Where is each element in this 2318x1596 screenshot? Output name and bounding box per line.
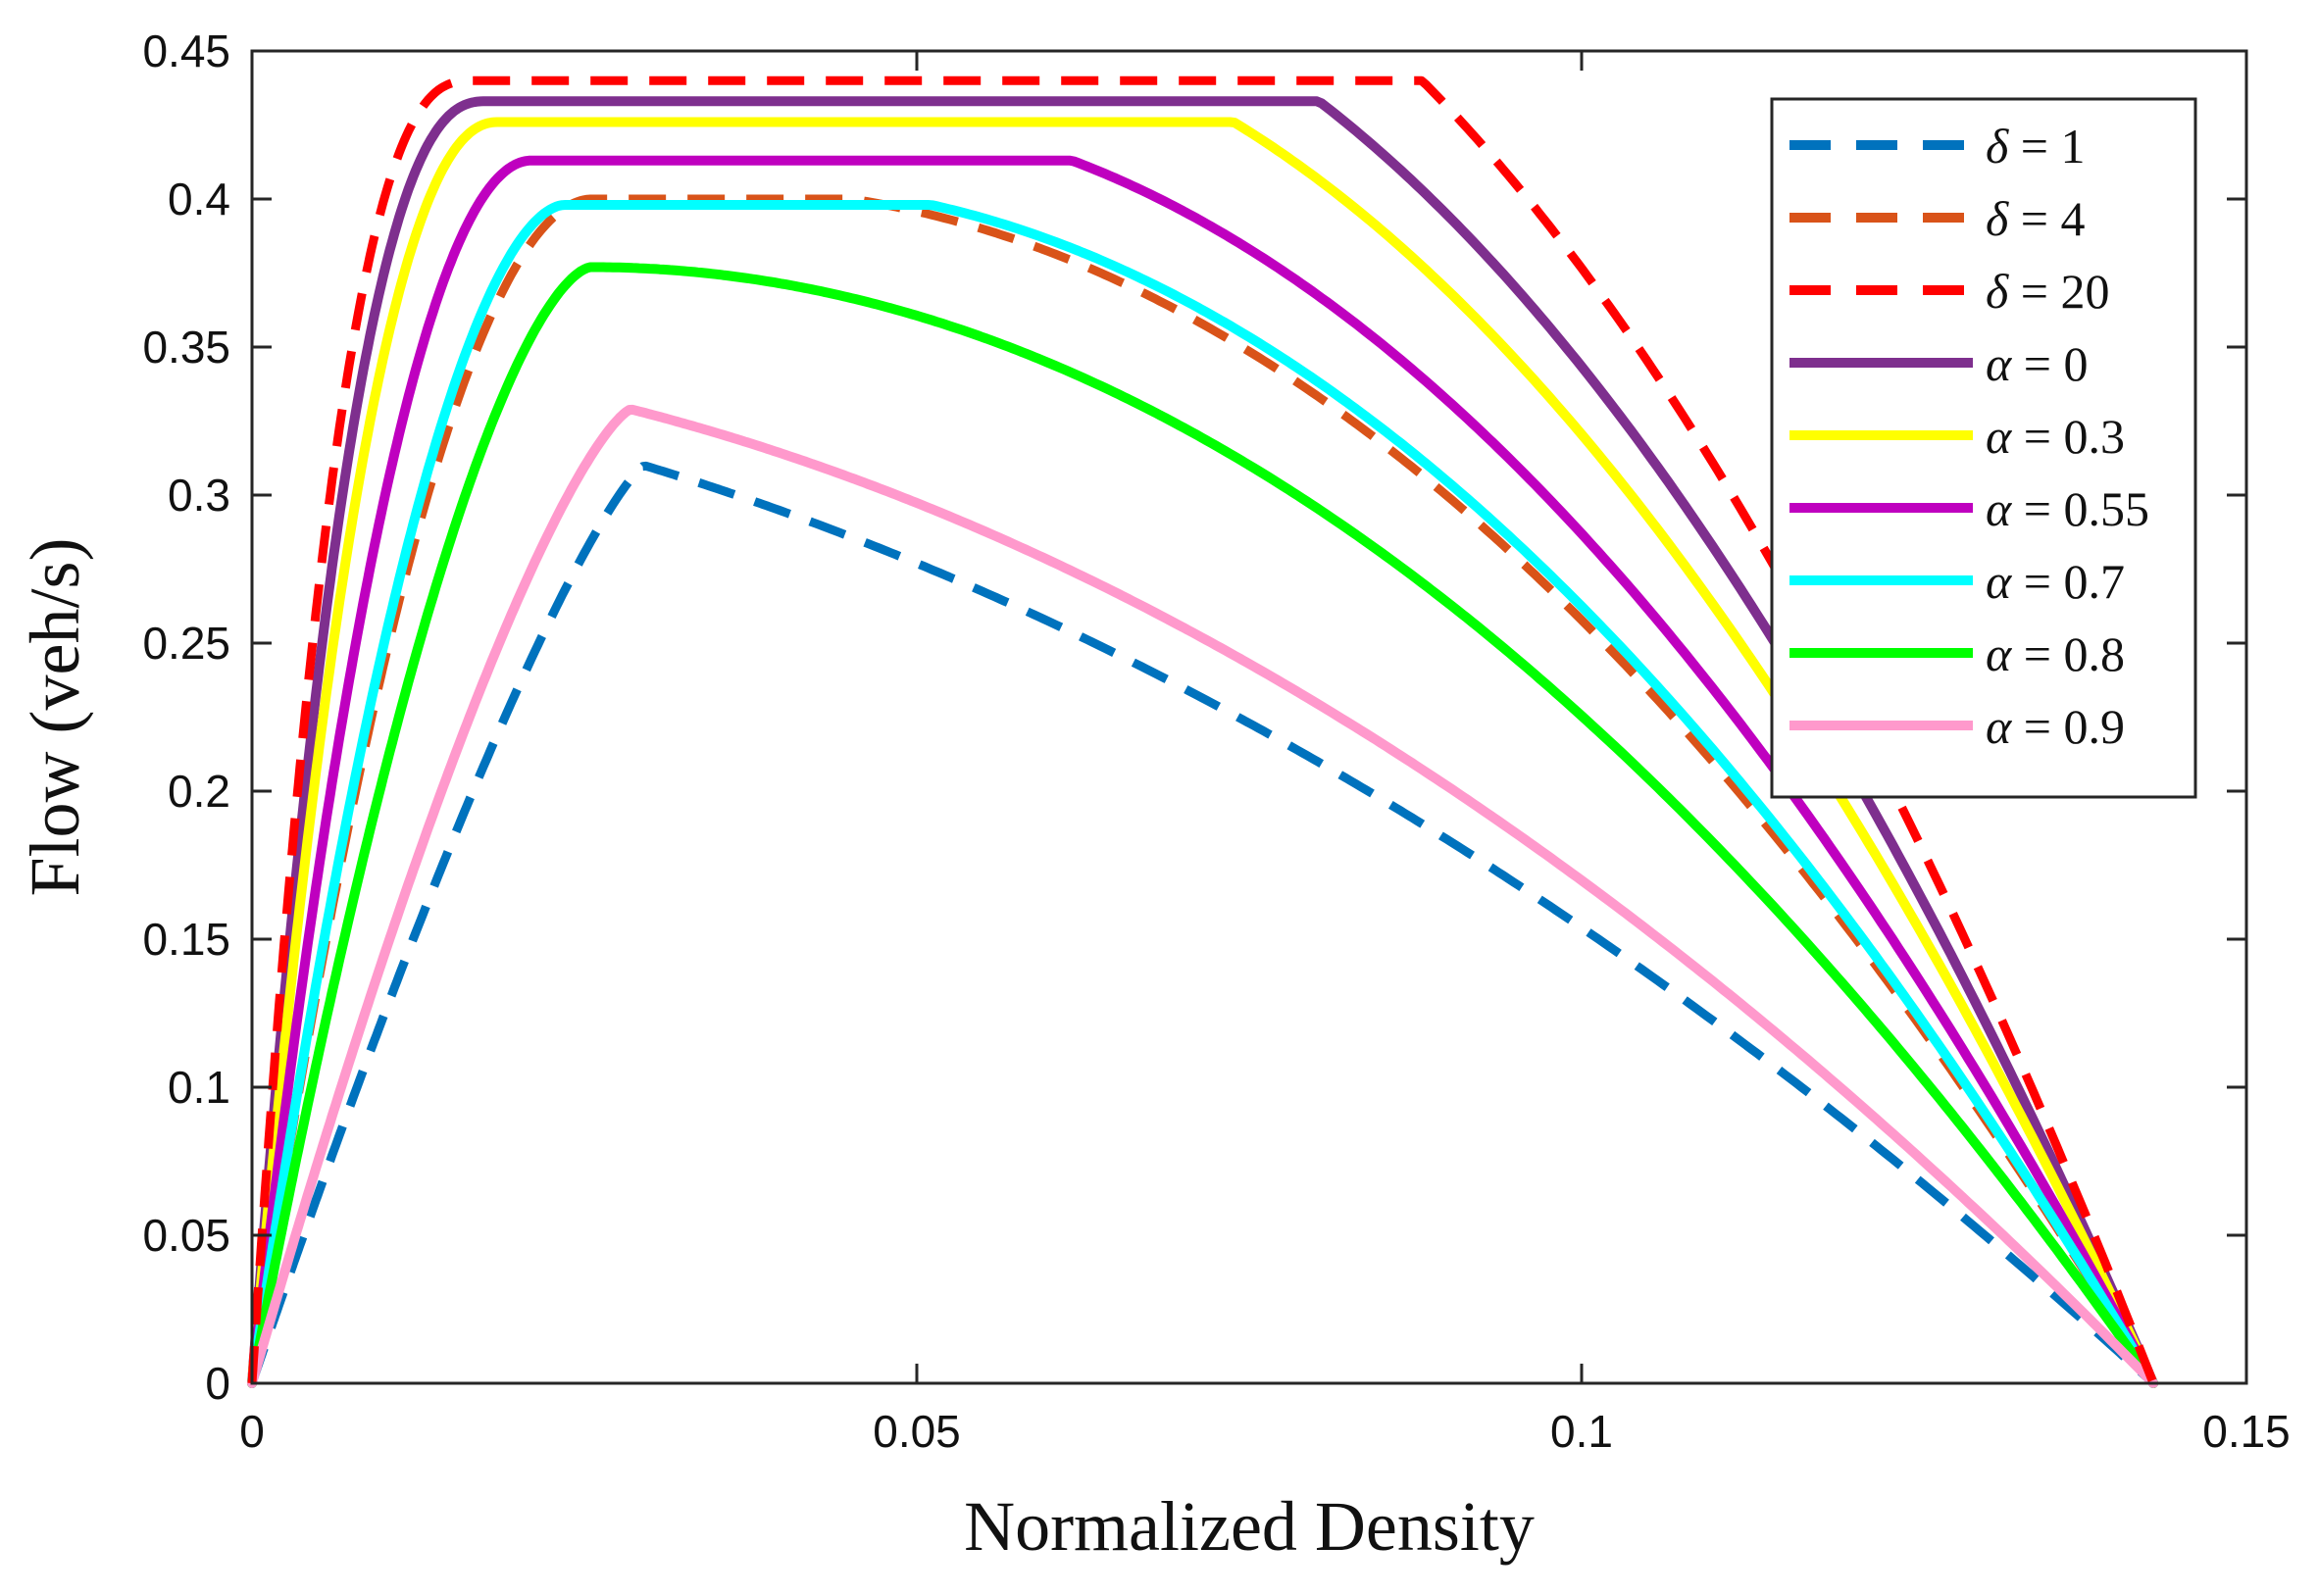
legend-box — [1770, 97, 2197, 799]
legend-label: α = 0 — [1986, 336, 2088, 391]
series-line-3 — [247, 75, 2158, 1387]
series-line-7 — [247, 200, 2159, 1388]
legend-label: α = 0.55 — [1986, 481, 2149, 536]
series-line-4 — [247, 96, 2159, 1388]
legend-label: α = 0.9 — [1986, 699, 2125, 754]
series-line-9 — [247, 404, 2159, 1388]
y-tick-label: 0.3 — [168, 470, 230, 521]
legend-label: α = 0.7 — [1986, 554, 2125, 609]
series-line-1 — [247, 461, 2157, 1388]
y-axis-label: Flow (veh/s) — [16, 538, 94, 897]
series-line-8 — [247, 262, 2159, 1388]
legend-label: α = 0.8 — [1986, 626, 2125, 681]
x-axis-label: Normalized Density — [964, 1487, 1535, 1566]
y-tick-label: 0.1 — [168, 1062, 230, 1113]
x-tick-label: 0 — [239, 1406, 265, 1457]
y-tick-label: 0.15 — [142, 914, 230, 965]
legend: δ = 1 δ = 4 δ = 20 α = 0 α = 0.3 α = 0.55 α = … — [1770, 97, 2197, 799]
y-tick-label: 0.25 — [142, 618, 230, 669]
series-line-6 — [247, 155, 2159, 1388]
legend-label: α = 0.3 — [1986, 409, 2125, 464]
legend-label: δ = 1 — [1986, 119, 2085, 174]
y-tick-label: 0.35 — [142, 322, 230, 373]
legend-label: δ = 20 — [1986, 264, 2109, 319]
y-tick-label: 0.4 — [168, 174, 230, 224]
ticks-layer: 0 0.05 0.1 0.15 0 0.05 0.1 0.15 0.2 0.25 0.3 0.35 0.… — [142, 25, 2290, 1457]
y-tick-label: 0.05 — [142, 1210, 230, 1261]
legend-label: δ = 4 — [1986, 191, 2085, 246]
series-layer — [247, 75, 2159, 1388]
y-tick-label: 0.2 — [168, 766, 230, 817]
x-tick-label: 0.15 — [2202, 1406, 2291, 1457]
plot-frame — [250, 49, 2248, 1385]
y-tick-label: 0 — [205, 1358, 230, 1409]
y-tick-label: 0.45 — [142, 25, 230, 76]
x-tick-label: 0.05 — [873, 1406, 961, 1457]
series-line-5 — [247, 117, 2159, 1388]
x-tick-label: 0.1 — [1550, 1406, 1613, 1457]
